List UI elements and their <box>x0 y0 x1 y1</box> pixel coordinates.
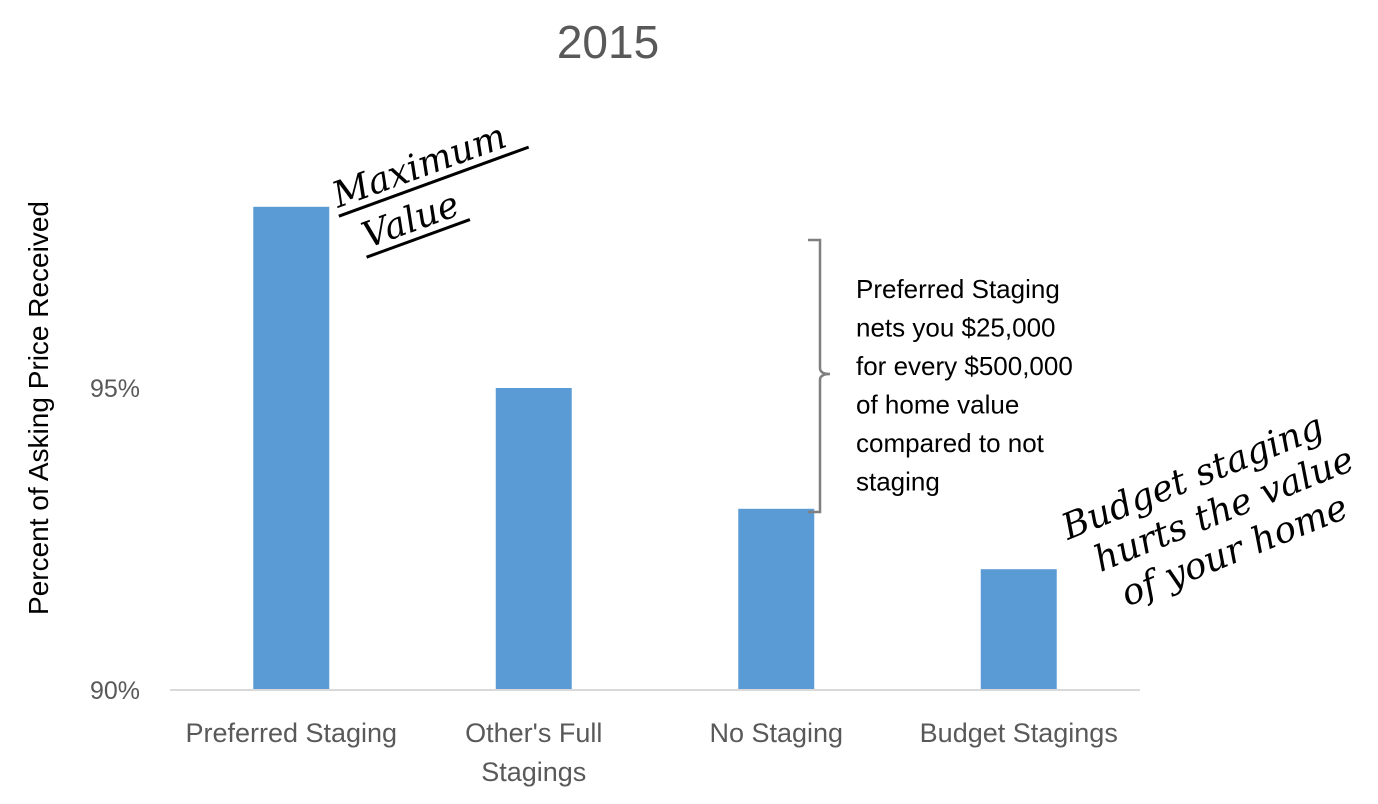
x-category-label-2-0: No Staging <box>709 718 843 748</box>
x-category-label-1-0: Other's Full <box>465 718 602 748</box>
bar-0 <box>253 206 330 691</box>
bracket-text-line-1: nets you $25,000 <box>856 313 1056 343</box>
bracket-text-line-0: Preferred Staging <box>856 274 1060 304</box>
bracket-text-line-4: compared to not <box>856 428 1045 458</box>
bracket-annotation: Preferred Staging nets you $25,000 for eve… <box>856 274 1073 497</box>
bar-1 <box>495 388 572 690</box>
bar-3 <box>980 569 1057 690</box>
bracket-text-line-2: for every $500,000 <box>856 351 1073 381</box>
bracket-text-line-3: of home value <box>856 390 1019 420</box>
y-tick-label-0: 90% <box>90 677 140 705</box>
max-value-underline-1 <box>338 145 530 218</box>
chart-title: 2015 <box>557 16 659 68</box>
bar-2 <box>738 508 815 690</box>
x-category-label-1-1: Stagings <box>481 757 586 787</box>
bars-group <box>253 206 1057 691</box>
max-value-annotation: Maximum Value <box>326 116 530 259</box>
max-value-underline-2 <box>366 218 471 259</box>
bracket-shape <box>808 238 831 514</box>
y-tick-label-1: 95% <box>90 375 140 403</box>
x-categories-group: Preferred Staging Other's Full Stagings No … <box>185 718 1117 787</box>
y-axis-label: Percent of Asking Price Received <box>23 201 54 615</box>
x-category-label-0-0: Preferred Staging <box>185 718 397 748</box>
x-category-label-3-0: Budget Stagings <box>920 718 1118 748</box>
y-ticks-group: 90% 95% <box>90 375 140 705</box>
bracket-text-line-5: staging <box>856 467 940 497</box>
